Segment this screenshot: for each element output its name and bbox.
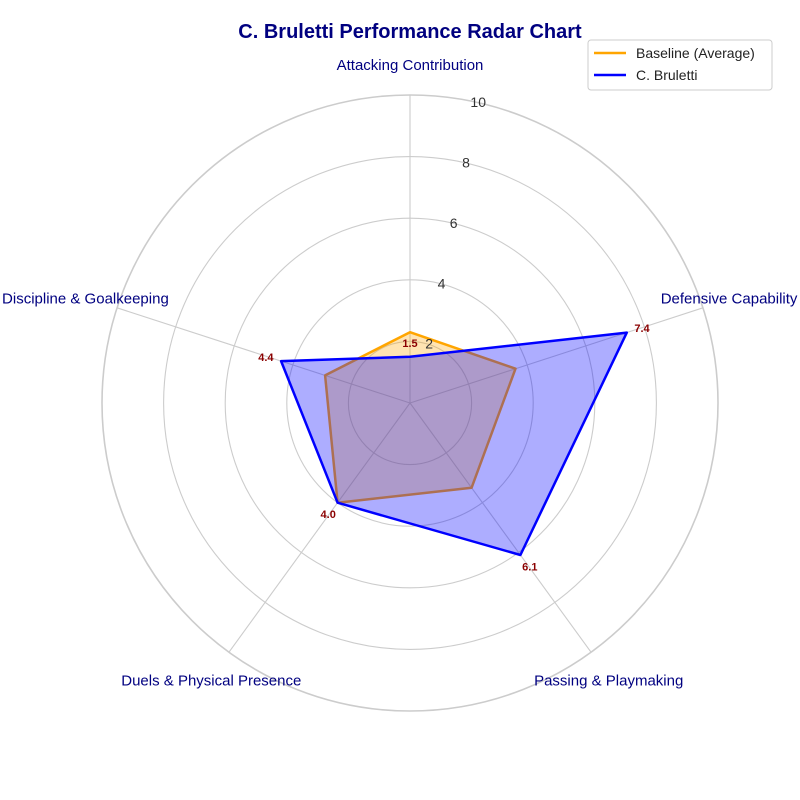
chart-title: C. Bruletti Performance Radar Chart bbox=[238, 21, 582, 43]
axis-label-passing-and-playmaking: Passing & Playmaking bbox=[534, 672, 683, 689]
spoke-duels-and-physical-presence bbox=[228, 402, 411, 653]
legend-label-bruletti: C. Bruletti bbox=[636, 67, 697, 83]
axis-label-discipline-and-goalkeeping: Discipline & Goalkeeping bbox=[2, 291, 169, 308]
radar-grid bbox=[101, 94, 719, 712]
legend-frame bbox=[587, 39, 773, 91]
spoke-defensive-capability bbox=[409, 307, 704, 404]
series-line-c-bruletti bbox=[279, 331, 629, 557]
tick-label-8: 8 bbox=[462, 155, 470, 171]
series-fill-c-bruletti bbox=[281, 332, 627, 555]
tick-label-10: 10 bbox=[470, 94, 486, 110]
legend: Baseline (Average) C. Bruletti bbox=[587, 39, 773, 91]
value-label-passing-and-playmaking: 6.1 bbox=[522, 561, 537, 573]
value-label-discipline-and-goalkeeping: 4.4 bbox=[258, 352, 274, 364]
series-line-baseline-average bbox=[323, 330, 517, 504]
tick-label-6: 6 bbox=[450, 215, 458, 231]
tick-label-2: 2 bbox=[425, 336, 433, 352]
axis-label-duels-and-physical-presence: Duels & Physical Presence bbox=[121, 672, 301, 689]
labels-layer: 2 4 6 8 10 Attacking Contribution Defensive Ca… bbox=[2, 57, 798, 689]
tick-label-4: 4 bbox=[438, 275, 446, 291]
value-label-duels-and-physical-presence: 4.0 bbox=[321, 509, 336, 521]
axis-label-defensive-capability: Defensive Capability bbox=[661, 291, 798, 308]
axis-label-attacking-contribution: Attacking Contribution bbox=[337, 57, 484, 74]
series-fill-baseline-average bbox=[325, 332, 516, 503]
spoke-passing-and-playmaking bbox=[409, 402, 592, 653]
value-label-attacking-contribution: 1.5 bbox=[402, 338, 417, 350]
legend-label-baseline: Baseline (Average) bbox=[636, 45, 755, 61]
value-label-defensive-capability: 7.4 bbox=[634, 323, 650, 335]
series-layer bbox=[279, 330, 629, 557]
spoke-discipline-and-goalkeeping bbox=[116, 307, 411, 404]
